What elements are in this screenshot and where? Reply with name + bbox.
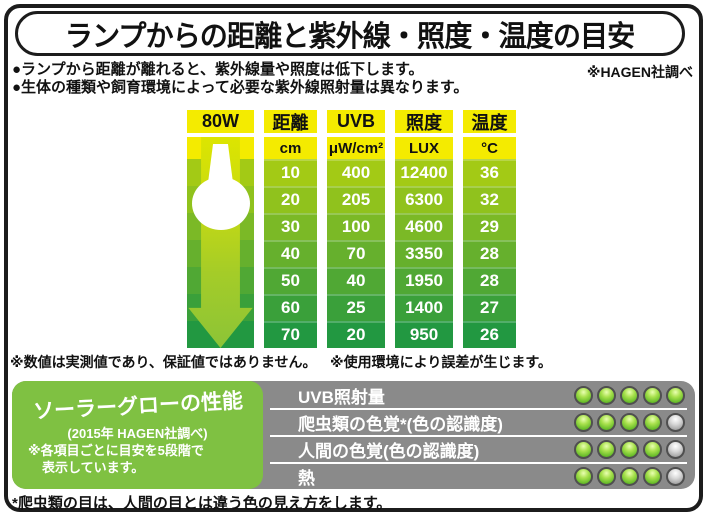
rating-dot-on-icon xyxy=(597,413,616,432)
rating-dot-on-icon xyxy=(643,467,662,486)
rating-label: 人間の色覚(色の認識度) xyxy=(298,442,480,461)
rating-dot-on-icon xyxy=(574,440,593,459)
rating-dot-on-icon xyxy=(620,440,639,459)
rating-label: 熱 xyxy=(298,469,315,488)
column-unit: μW/cm² xyxy=(327,137,385,159)
column-header: UVB xyxy=(327,110,385,133)
lamp-wattage-header: 80W xyxy=(187,110,254,133)
table-cell: 50 xyxy=(264,267,317,294)
performance-desc-2: 表示しています。 xyxy=(42,460,145,475)
column-unit: cm xyxy=(264,137,317,159)
rating-dot-off-icon xyxy=(666,467,685,486)
table-cell: 60 xyxy=(264,294,317,321)
table-cell: 100 xyxy=(327,213,385,240)
rating-dot-off-icon xyxy=(666,440,685,459)
page-title: ランプからの距離と紫外線・照度・温度の目安 xyxy=(65,20,635,53)
source-note: ※HAGEN社調べ xyxy=(586,64,693,80)
rating-row: 爬虫類の色覚*(色の認識度) xyxy=(270,410,687,437)
column-header: 温度 xyxy=(463,110,516,133)
column-unit: LUX xyxy=(395,137,453,159)
table-cell: 36 xyxy=(463,159,516,186)
rating-row: UVB照射量 xyxy=(270,383,687,410)
rating-dot-on-icon xyxy=(597,467,616,486)
rating-dot-on-icon xyxy=(574,467,593,486)
outer-frame: ランプからの距離と紫外線・照度・温度の目安 ●ランプから距離が離れると、紫外線量… xyxy=(4,4,703,512)
rating-label: 爬虫類の色覚*(色の認識度) xyxy=(298,415,503,434)
table-cell: 28 xyxy=(463,240,516,267)
title-banner: ランプからの距離と紫外線・照度・温度の目安 xyxy=(15,11,685,56)
table-cell: 40 xyxy=(327,267,385,294)
column-header: 距離 xyxy=(264,110,317,133)
rating-row: 人間の色覚(色の認識度) xyxy=(270,437,687,464)
rating-dot-on-icon xyxy=(574,413,593,432)
lamp-gradient-body xyxy=(187,137,254,348)
bottom-note: *爬虫類の目は、人間の目とは違う色の見え方をします。 xyxy=(12,495,392,512)
table-cell: 40 xyxy=(264,240,317,267)
rating-dot-on-icon xyxy=(574,386,593,405)
rating-dot-on-icon xyxy=(620,386,639,405)
intro-notes: ●ランプから距離が離れると、紫外線量や照度は低下します。 ●生体の種類や飼育環境… xyxy=(12,61,572,97)
table-cell: 25 xyxy=(327,294,385,321)
rating-list: UVB照射量爬虫類の色覚*(色の認識度) 人間の色覚(色の認識度) 熱 xyxy=(270,383,687,489)
table-cell: 29 xyxy=(463,213,516,240)
table-cell: 1400 xyxy=(395,294,453,321)
table-cell: 400 xyxy=(327,159,385,186)
rating-dot-on-icon xyxy=(597,440,616,459)
table-cell: 12400 xyxy=(395,159,453,186)
intro-bullet-2: ●生体の種類や飼育環境によって必要な紫外線照射量は異なります。 xyxy=(12,79,469,96)
performance-panel: ソーラーグローの性能 (2015年 HAGEN社調べ) ※各項目ごとに目安を5段… xyxy=(12,381,695,489)
rating-dot-on-icon xyxy=(620,413,639,432)
table-cell: 205 xyxy=(327,186,385,213)
rating-dot-on-icon xyxy=(620,467,639,486)
lamp-bulb-icon xyxy=(191,177,250,230)
performance-subtitle: (2015年 HAGEN社調べ) xyxy=(67,426,208,441)
rating-dot-on-icon xyxy=(597,386,616,405)
table-footnotes: ※数値は実測値であり、保証値ではありません。 ※使用環境により誤差が生じます。 xyxy=(10,352,690,372)
table-cell: 1950 xyxy=(395,267,453,294)
table-cell: 20 xyxy=(264,186,317,213)
table-column-1: UVB μW/cm² 400 205 100 70 40 25 20 xyxy=(327,110,385,348)
intro-bullet-1: ●ランプから距離が離れると、紫外線量や照度は低下します。 xyxy=(12,61,424,78)
table-cell: 28 xyxy=(463,267,516,294)
table-cell: 32 xyxy=(463,186,516,213)
lamp-column: 80W xyxy=(187,110,254,348)
footnote-environment: ※使用環境により誤差が生じます。 xyxy=(330,354,552,370)
table-cell: 70 xyxy=(327,240,385,267)
table-column-0: 距離 cm 10 20 30 40 50 60 70 xyxy=(264,110,317,348)
rating-dots xyxy=(574,467,685,486)
rating-dot-on-icon xyxy=(643,386,662,405)
rating-dot-on-icon xyxy=(643,413,662,432)
table-cell: 3350 xyxy=(395,240,453,267)
table-column-3: 温度 °C 36 32 29 28 28 27 26 xyxy=(463,110,516,348)
rating-dots xyxy=(574,386,685,405)
rating-dot-on-icon xyxy=(643,440,662,459)
column-unit: °C xyxy=(463,137,516,159)
rating-dot-off-icon xyxy=(666,413,685,432)
table-cell: 26 xyxy=(463,321,516,348)
performance-header-box: ソーラーグローの性能 (2015年 HAGEN社調べ) ※各項目ごとに目安を5段… xyxy=(12,381,263,489)
rating-dots xyxy=(574,413,685,432)
rating-dot-on-icon xyxy=(666,386,685,405)
table-cell: 4600 xyxy=(395,213,453,240)
column-header: 照度 xyxy=(395,110,453,133)
table-cell: 10 xyxy=(264,159,317,186)
table-cell: 20 xyxy=(327,321,385,348)
table-cell: 27 xyxy=(463,294,516,321)
table-cell: 950 xyxy=(395,321,453,348)
performance-title: ソーラーグローの性能 xyxy=(32,389,244,424)
performance-desc-1: ※各項目ごとに目安を5段階で xyxy=(28,443,204,458)
rating-row: 熱 xyxy=(270,464,687,489)
rating-label: UVB照射量 xyxy=(298,388,385,407)
rating-dots xyxy=(574,440,685,459)
table-column-2: 照度 LUX 12400 6300 4600 3350 1950 1400 950 xyxy=(395,110,453,348)
table-cell: 6300 xyxy=(395,186,453,213)
uv-distance-table: 80W 距離 cm 10 20 30 40 50 60 70 UVB μW/cm² 400 205 100… xyxy=(187,110,516,348)
table-cell: 30 xyxy=(264,213,317,240)
footnote-measured: ※数値は実測値であり、保証値ではありません。 xyxy=(10,354,317,370)
table-cell: 70 xyxy=(264,321,317,348)
